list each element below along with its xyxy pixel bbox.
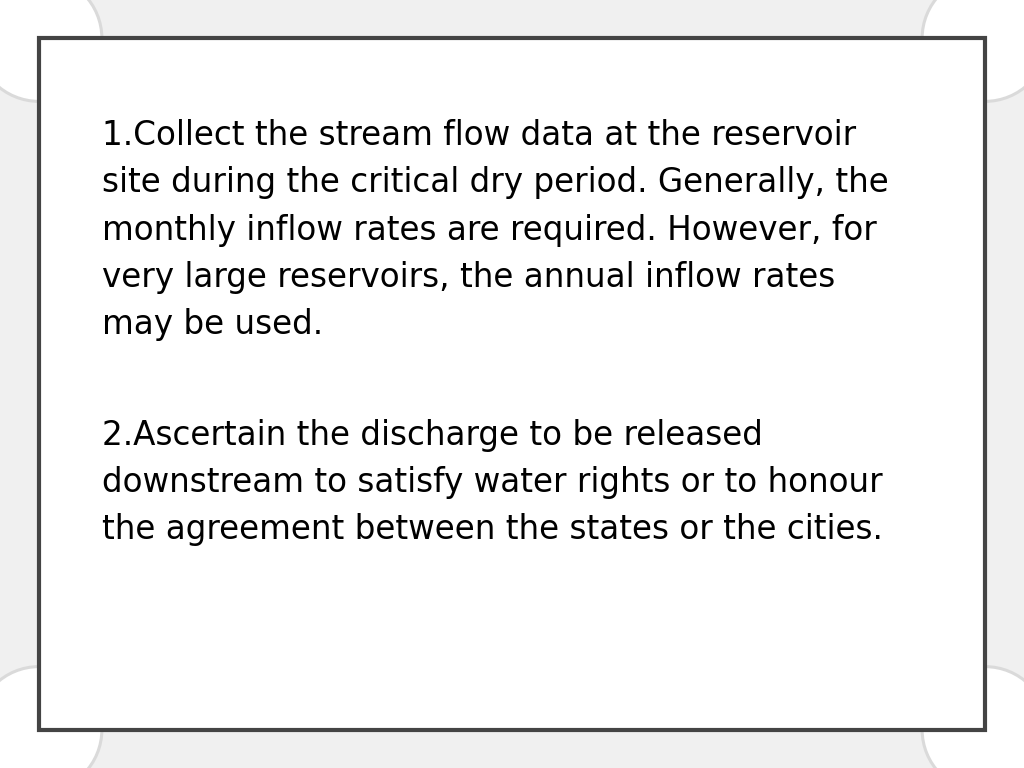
- Text: 2.Ascertain the discharge to be released
downstream to satisfy water rights or t: 2.Ascertain the discharge to be released…: [102, 419, 884, 546]
- Ellipse shape: [921, 0, 1024, 103]
- Ellipse shape: [0, 0, 103, 103]
- Ellipse shape: [924, 668, 1024, 768]
- Ellipse shape: [0, 668, 100, 768]
- Text: 1.Collect the stream flow data at the reservoir
site during the critical dry per: 1.Collect the stream flow data at the re…: [102, 119, 889, 341]
- Ellipse shape: [921, 665, 1024, 768]
- Ellipse shape: [0, 665, 103, 768]
- Ellipse shape: [0, 0, 100, 100]
- Ellipse shape: [924, 0, 1024, 100]
